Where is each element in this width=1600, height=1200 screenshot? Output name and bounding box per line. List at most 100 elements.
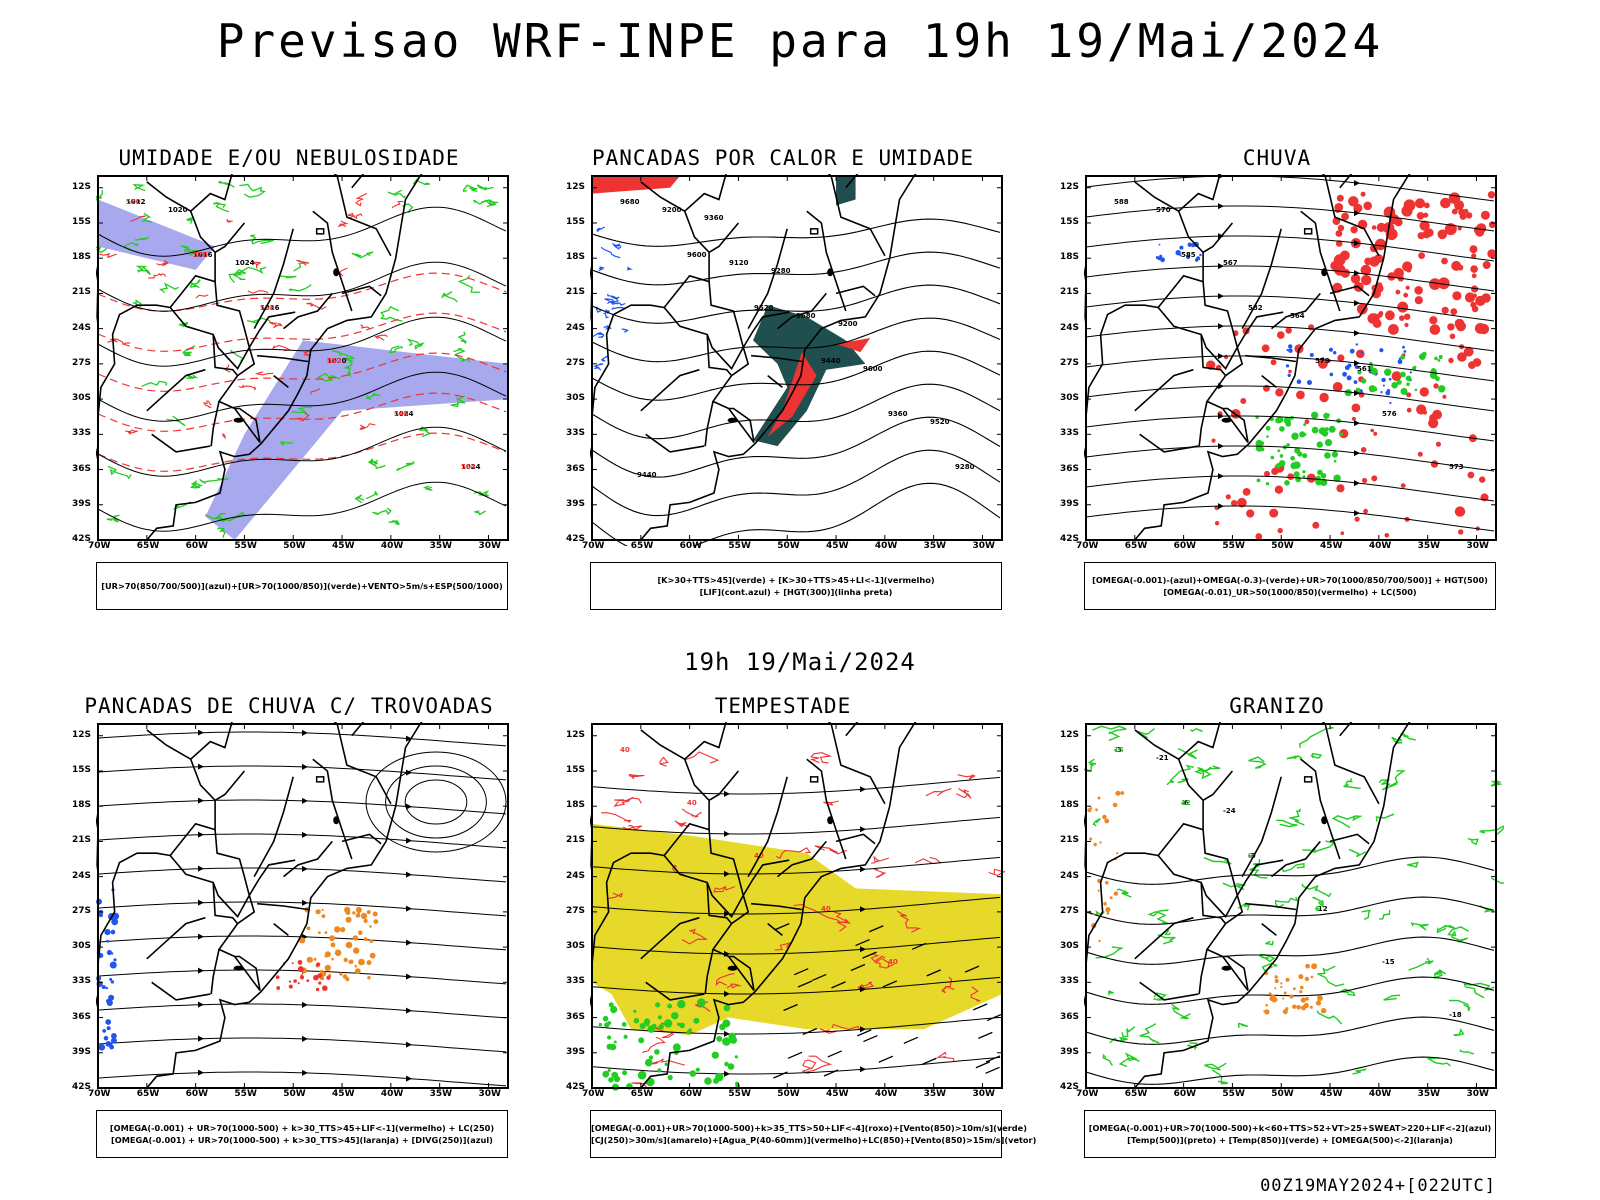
orange-thunder-patch [306, 926, 311, 931]
border-line [835, 285, 876, 297]
red-rain-patch [1429, 316, 1438, 325]
red-rain-patch [1479, 476, 1486, 483]
coastline [640, 722, 917, 1089]
lat-tick-label: 42S [72, 1082, 92, 1092]
red-rain-patch [1306, 473, 1316, 483]
lon-tick-label: 40W [1368, 541, 1392, 551]
red-thunder-patch [293, 979, 297, 983]
red-rain-patch [1361, 274, 1372, 286]
streamline-arrow [406, 1041, 412, 1048]
red-rain-patch [1270, 359, 1277, 366]
orange-omega-patch [1105, 907, 1111, 913]
hgt500-label: 579 [1315, 357, 1330, 365]
border-line [1139, 433, 1199, 453]
streamline-arrow [406, 837, 412, 844]
border-line [1339, 174, 1353, 189]
green-omega-patch [1311, 426, 1319, 434]
lat-tick-label: 15S [566, 216, 586, 227]
temp500-line [1085, 1016, 1495, 1045]
red-water-contour [774, 942, 791, 951]
panel-legend: [K>30+TTS>45](verde) + [K>30+TTS>45+LI<-… [590, 562, 1002, 610]
blue-humidity-band [205, 340, 508, 540]
hgt500-streamline [1085, 235, 1495, 262]
blue-divergence-patch [106, 1026, 111, 1031]
wind-vector [783, 1003, 798, 1012]
temp850-contour [1237, 902, 1251, 911]
blue-omega-patch [1353, 380, 1358, 384]
lon-tick-label: 45W [826, 541, 849, 551]
red-rain-patch [1457, 226, 1462, 231]
red-thunder-patch [288, 984, 293, 989]
lif-blue-contour [592, 363, 604, 371]
green-wind-patch [648, 1055, 654, 1060]
blue-divergence-patch [104, 929, 111, 936]
border-line [1241, 776, 1282, 877]
df-box [809, 776, 819, 783]
streamline-arrow [198, 729, 204, 736]
border-line [214, 770, 246, 801]
green-wind-patch [633, 1018, 640, 1024]
red-rain-patch [1387, 272, 1396, 281]
panel-title: TEMPESTADE [714, 694, 852, 718]
temp850-contour [1121, 1026, 1136, 1038]
border-line [273, 922, 289, 937]
blue-omega-patch [1307, 380, 1312, 385]
blue-humidity-north [98, 199, 216, 270]
orange-omega-patch [1293, 987, 1296, 991]
orange-omega-patch [1283, 991, 1287, 995]
lat-tick-label: 18S [72, 252, 92, 263]
blue-divergence-patch [106, 949, 112, 956]
lon-tick-label: 50W [1271, 1089, 1294, 1099]
map-frame [1085, 723, 1497, 1089]
green-omega-patch [1320, 473, 1327, 479]
isobar-label: 1024 [235, 259, 255, 267]
red-rain-patch [1351, 416, 1356, 421]
red-rain-patch [1450, 308, 1458, 316]
temp500-label: -15 [1382, 958, 1395, 966]
green-humidity-contour [247, 317, 271, 324]
red-rain-patch [1340, 531, 1345, 535]
red-rain-patch [1336, 484, 1345, 493]
red-water-contour [823, 800, 839, 806]
green-omega-patch [1400, 354, 1405, 360]
green-omega-patch [1270, 455, 1275, 460]
streamline-arrow [724, 870, 730, 877]
lat-tick-label: 15S [72, 216, 92, 227]
border-line [212, 334, 239, 377]
panel-umidade: UMIDADE E/OU NEBULOSIDADE 1012 1016 1016 10… [54, 146, 524, 626]
map-frame [97, 175, 509, 541]
red-water-contour [871, 855, 890, 864]
red-thunder-patch [288, 980, 291, 983]
border-line [1222, 407, 1249, 443]
green-omega-patch [1279, 454, 1284, 458]
border-line [210, 949, 220, 995]
streamline-arrow [860, 1066, 866, 1073]
red-thickness-contour [99, 253, 117, 259]
green-omega-patch [1286, 443, 1290, 447]
temp850-contour [1410, 922, 1429, 931]
orange-omega-patch [1282, 1009, 1288, 1015]
lon-tick-label: 35W [429, 541, 453, 551]
red-rain-patch [1312, 521, 1320, 529]
hgt500-streamline [1085, 505, 1495, 532]
thickness-dashed-line [97, 312, 507, 352]
hgt300-label: 9200 [662, 206, 682, 214]
blue-omega-patch [1397, 359, 1403, 365]
green-wind-patch [663, 1019, 673, 1028]
orange-omega-patch [1265, 1003, 1268, 1007]
red-rain-patch [1469, 245, 1478, 254]
orange-omega-patch [1099, 841, 1102, 844]
border-line [1241, 228, 1282, 329]
orange-thunder-patch [352, 935, 359, 941]
red-rain-patch [1433, 383, 1439, 389]
hgt300-line [591, 218, 1001, 247]
lc850-streamline [591, 936, 1001, 955]
border-line [590, 852, 665, 1008]
streamline-arrow [302, 1001, 308, 1008]
streamline-arrow [1354, 330, 1360, 337]
lif-blue-contour [610, 301, 626, 306]
border-line [767, 374, 783, 389]
blue-omega-patch [1199, 253, 1202, 257]
green-wind-patch [689, 1070, 697, 1077]
green-wind-patch [672, 1043, 681, 1052]
